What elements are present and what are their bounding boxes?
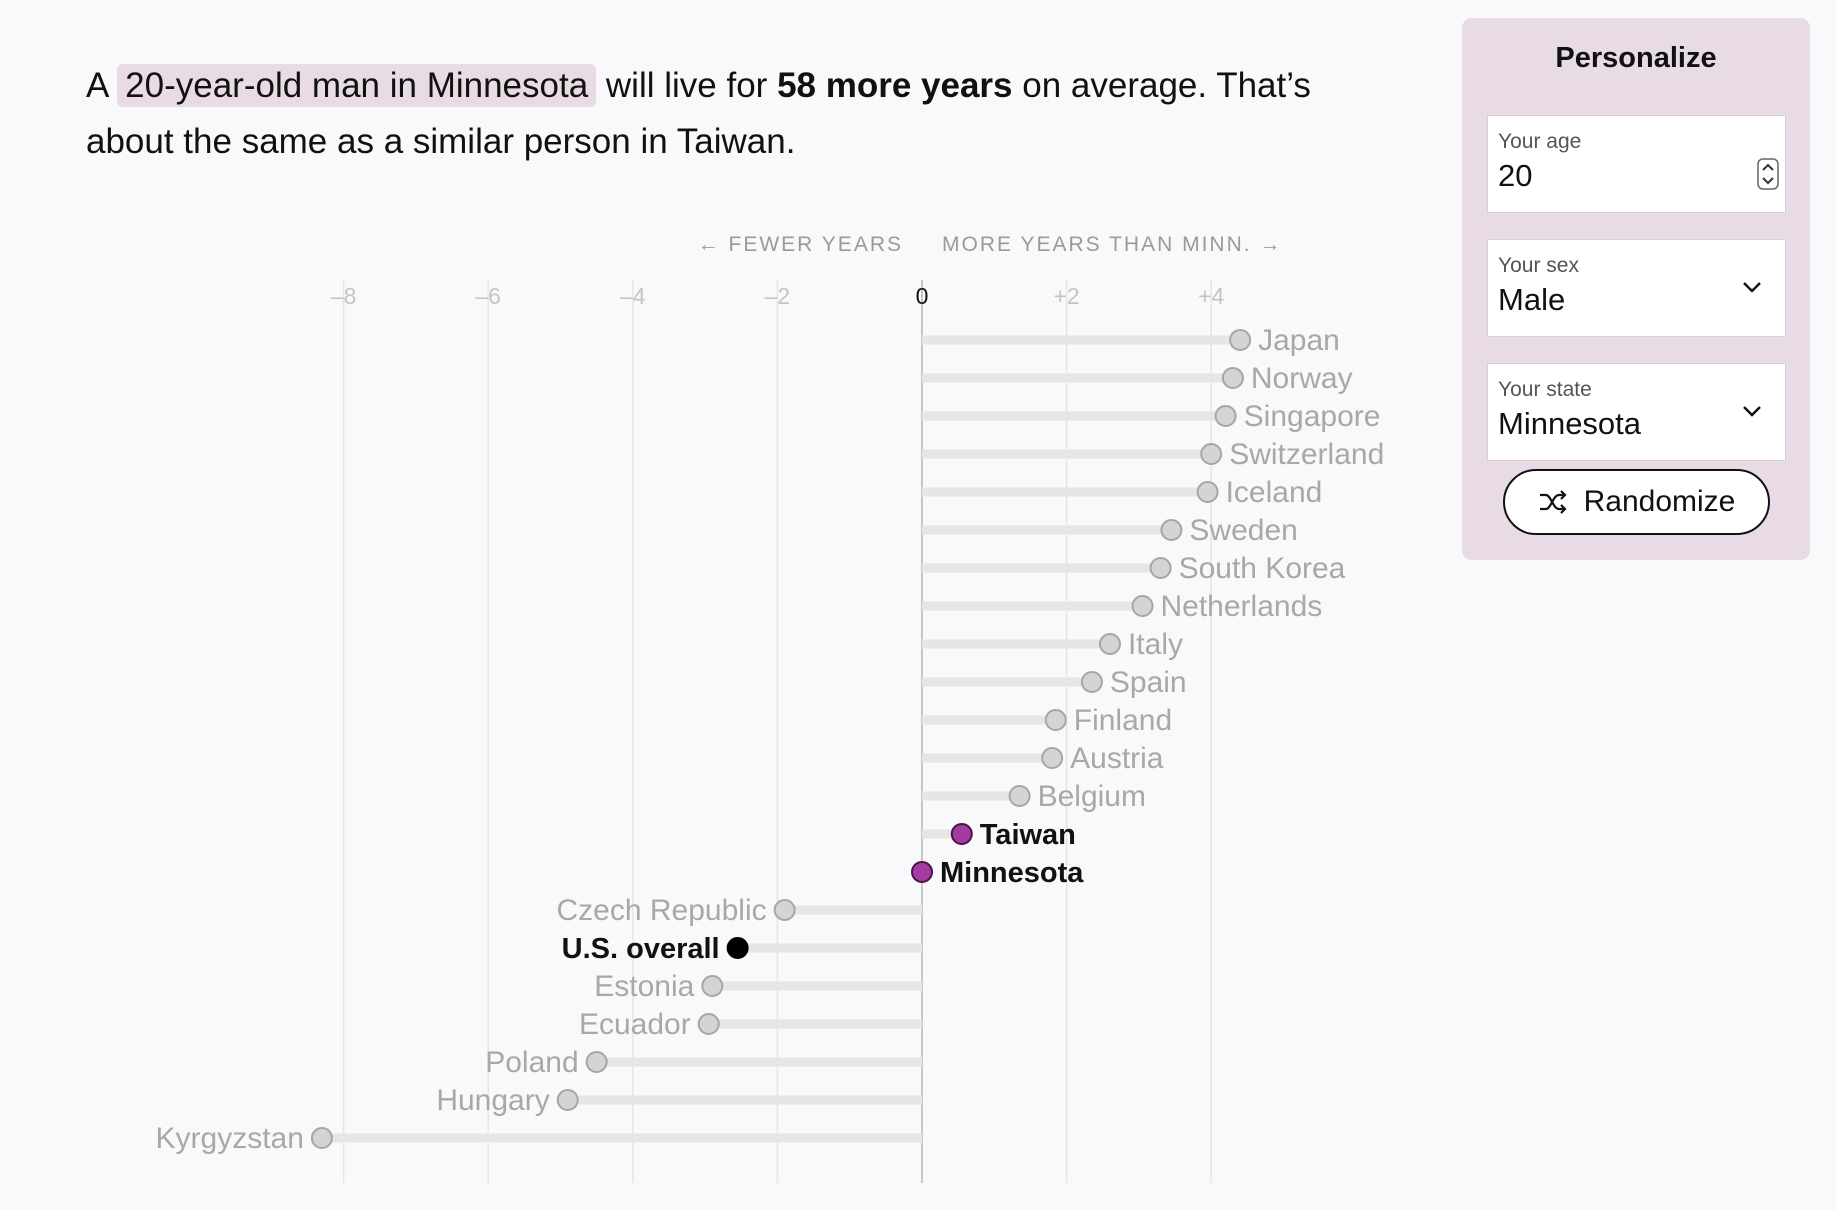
summary-middle: will live for bbox=[605, 66, 768, 105]
direction-label-fewer: ← FEWER YEARS bbox=[698, 233, 903, 256]
point-label: Kyrgyzstan bbox=[156, 1122, 304, 1155]
tick-label: –6 bbox=[475, 283, 501, 309]
summary-sentence: A 20-year-old man in Minnesota will live… bbox=[86, 58, 1386, 170]
state-select[interactable]: Your state Minnesota bbox=[1487, 363, 1786, 461]
data-dot bbox=[1098, 633, 1121, 655]
sex-label: Your sex bbox=[1498, 254, 1579, 277]
randomize-label: Randomize bbox=[1583, 485, 1736, 518]
tick-label: –4 bbox=[620, 283, 646, 309]
randomize-button[interactable]: Randomize bbox=[1503, 469, 1770, 535]
data-dot bbox=[585, 1051, 608, 1073]
data-dot bbox=[1221, 367, 1244, 389]
sex-value: Male bbox=[1498, 282, 1566, 317]
spinner-icon[interactable] bbox=[1757, 158, 1779, 190]
data-dot bbox=[1229, 329, 1252, 351]
chevron-down-icon bbox=[1743, 406, 1761, 417]
data-dot bbox=[310, 1127, 333, 1149]
point-label: Italy bbox=[1128, 628, 1183, 661]
age-value[interactable]: 20 bbox=[1498, 158, 1533, 193]
panel-title: Personalize bbox=[1555, 42, 1717, 74]
tick-label: –8 bbox=[331, 283, 357, 309]
data-dot bbox=[1131, 595, 1154, 617]
state-label: Your state bbox=[1498, 378, 1592, 401]
label-layer: Japan Norway Singapore Switzerland Iceland Sw… bbox=[156, 324, 1385, 1155]
point-label: Ecuador bbox=[579, 1008, 691, 1041]
data-dot bbox=[911, 861, 933, 883]
subject-chip[interactable]: 20-year-old man in Minnesota bbox=[117, 64, 597, 107]
point-label: Poland bbox=[485, 1046, 578, 1079]
point-label: Austria bbox=[1070, 742, 1164, 775]
data-dot bbox=[556, 1089, 579, 1111]
data-dot bbox=[1041, 747, 1064, 769]
data-dot bbox=[1044, 709, 1067, 731]
point-label: Finland bbox=[1074, 704, 1172, 737]
point-label: South Korea bbox=[1179, 552, 1346, 585]
data-dot bbox=[697, 1013, 720, 1035]
data-dot bbox=[1196, 481, 1219, 503]
age-field[interactable]: Your age 20 bbox=[1487, 115, 1786, 213]
point-label: U.S. overall bbox=[562, 933, 720, 965]
point-label: Minnesota bbox=[940, 857, 1084, 889]
point-label: Netherlands bbox=[1161, 590, 1323, 623]
data-dot bbox=[950, 823, 973, 845]
shuffle-icon bbox=[1539, 490, 1567, 514]
sex-select[interactable]: Your sex Male bbox=[1487, 239, 1786, 337]
tick-label: +4 bbox=[1198, 283, 1224, 309]
tick-label: –2 bbox=[765, 283, 791, 309]
point-label: Spain bbox=[1110, 666, 1187, 699]
data-dot bbox=[773, 899, 796, 921]
age-label: Your age bbox=[1498, 130, 1582, 153]
data-dot bbox=[726, 937, 749, 959]
tick-label: +2 bbox=[1053, 283, 1079, 309]
direction-label-more: MORE YEARS THAN MINN. → bbox=[942, 233, 1282, 256]
point-label: Czech Republic bbox=[557, 894, 767, 927]
point-label: Iceland bbox=[1226, 476, 1323, 509]
point-label: Switzerland bbox=[1229, 438, 1384, 471]
bar-layer bbox=[321, 335, 1241, 1143]
personalize-panel: Personalize Your age 20 Your sex Male Yo… bbox=[1462, 18, 1810, 560]
summary-suffix: on average. That’s about the same as a s… bbox=[86, 66, 1311, 161]
data-dot bbox=[1149, 557, 1172, 579]
point-label: Norway bbox=[1251, 362, 1353, 395]
chevron-down-icon bbox=[1743, 282, 1761, 293]
point-label: Belgium bbox=[1038, 780, 1146, 813]
point-label: Japan bbox=[1258, 324, 1340, 357]
tick-label: 0 bbox=[916, 283, 929, 309]
data-dot bbox=[1008, 785, 1031, 807]
point-label: Singapore bbox=[1244, 400, 1381, 433]
data-dot bbox=[1200, 443, 1223, 465]
data-dot bbox=[701, 975, 724, 997]
data-dot bbox=[1160, 519, 1183, 541]
data-dot bbox=[1080, 671, 1103, 693]
summary-years: 58 more years bbox=[777, 66, 1013, 105]
life-expectancy-chart: –8 –6 –4 –2 0 +2 +4 Japan Norway Singapore Switze… bbox=[156, 233, 1385, 1183]
dot-layer bbox=[310, 329, 1252, 1149]
point-label: Sweden bbox=[1189, 514, 1297, 547]
data-dot bbox=[1214, 405, 1237, 427]
grid-layer: –8 –6 –4 –2 0 +2 +4 bbox=[331, 280, 1225, 1183]
point-label: Estonia bbox=[594, 970, 694, 1003]
point-label: Hungary bbox=[436, 1084, 549, 1117]
summary-prefix: A bbox=[86, 66, 108, 105]
state-value: Minnesota bbox=[1498, 406, 1642, 441]
point-label: Taiwan bbox=[980, 819, 1076, 851]
